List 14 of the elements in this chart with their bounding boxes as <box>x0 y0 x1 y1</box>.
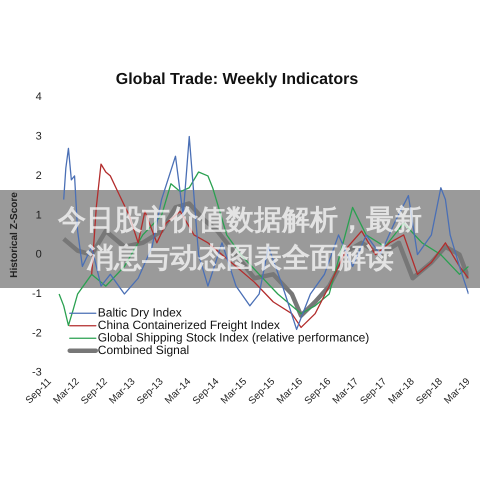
legend-label: Combined Signal <box>98 343 190 358</box>
y-tick-label: -1 <box>32 288 42 300</box>
y-tick-label: -3 <box>32 366 42 379</box>
chart-title: Global Trade: Weekly Indicators <box>116 71 358 88</box>
y-tick-label: -2 <box>32 327 42 340</box>
y-tick-label: 3 <box>36 130 42 143</box>
legend-label: China Containerized Freight Index <box>98 318 280 332</box>
legend-label: Global Shipping Stock Index (relative performance) <box>98 330 370 345</box>
y-tick-label: 4 <box>36 91 42 104</box>
y-tick-label: 2 <box>36 170 42 182</box>
legend-label: Baltic Dry Index <box>98 306 182 320</box>
y-tick-label: 0 <box>36 248 42 261</box>
y-axis-title: Historical Z-Score <box>8 192 20 278</box>
y-tick-label: 1 <box>36 209 42 222</box>
